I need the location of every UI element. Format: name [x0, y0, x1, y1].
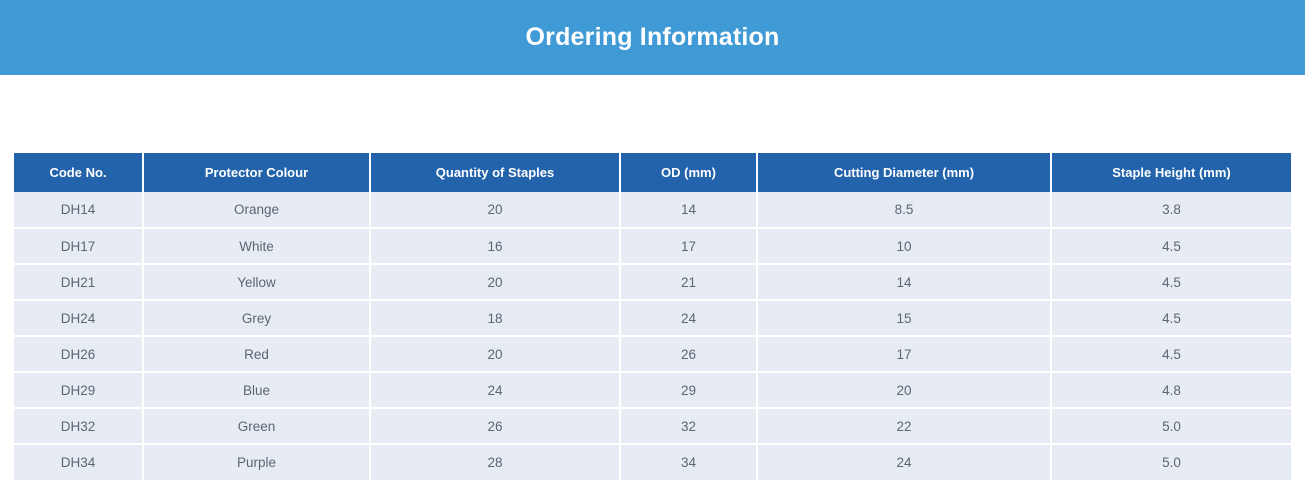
table-header-row: Code No. Protector Colour Quantity of St…	[14, 153, 1291, 192]
cell-od-mm: 17	[620, 228, 758, 265]
cell-protector-colour: Green	[143, 408, 371, 445]
cell-code-no: DH14	[14, 192, 144, 229]
cell-quantity-of-staples: 28	[370, 444, 621, 480]
column-header-protector-colour: Protector Colour	[143, 153, 371, 192]
cell-cutting-diameter-mm: 8.5	[757, 192, 1052, 229]
table-row: DH32 Green 26 32 22 5.0	[14, 408, 1291, 445]
cell-code-no: DH32	[14, 408, 144, 445]
cell-cutting-diameter-mm: 15	[757, 300, 1052, 337]
cell-code-no: DH29	[14, 372, 144, 409]
table-header: Code No. Protector Colour Quantity of St…	[14, 153, 1291, 192]
cell-protector-colour: Purple	[143, 444, 371, 480]
column-header-code-no: Code No.	[14, 153, 144, 192]
cell-staple-height-mm: 4.5	[1051, 228, 1291, 265]
cell-od-mm: 34	[620, 444, 758, 480]
table-row: DH14 Orange 20 14 8.5 3.8	[14, 192, 1291, 229]
table-row: DH34 Purple 28 34 24 5.0	[14, 444, 1291, 480]
cell-code-no: DH34	[14, 444, 144, 480]
cell-protector-colour: Yellow	[143, 264, 371, 301]
cell-protector-colour: Blue	[143, 372, 371, 409]
cell-cutting-diameter-mm: 20	[757, 372, 1052, 409]
cell-staple-height-mm: 4.5	[1051, 264, 1291, 301]
cell-quantity-of-staples: 20	[370, 192, 621, 229]
column-header-quantity-of-staples: Quantity of Staples	[370, 153, 621, 192]
cell-code-no: DH21	[14, 264, 144, 301]
cell-quantity-of-staples: 26	[370, 408, 621, 445]
cell-cutting-diameter-mm: 24	[757, 444, 1052, 480]
table-body: DH14 Orange 20 14 8.5 3.8 DH17 White 16 …	[14, 192, 1291, 480]
cell-protector-colour: Orange	[143, 192, 371, 229]
cell-staple-height-mm: 5.0	[1051, 444, 1291, 480]
cell-protector-colour: White	[143, 228, 371, 265]
cell-code-no: DH17	[14, 228, 144, 265]
cell-cutting-diameter-mm: 17	[757, 336, 1052, 373]
table-row: DH17 White 16 17 10 4.5	[14, 228, 1291, 265]
cell-quantity-of-staples: 20	[370, 264, 621, 301]
cell-od-mm: 21	[620, 264, 758, 301]
cell-quantity-of-staples: 20	[370, 336, 621, 373]
banner-table-spacer	[0, 75, 1305, 153]
table-row: DH21 Yellow 20 21 14 4.5	[14, 264, 1291, 301]
cell-od-mm: 24	[620, 300, 758, 337]
cell-od-mm: 29	[620, 372, 758, 409]
page-banner: Ordering Information	[0, 0, 1305, 75]
table-row: DH29 Blue 24 29 20 4.8	[14, 372, 1291, 409]
cell-cutting-diameter-mm: 22	[757, 408, 1052, 445]
cell-quantity-of-staples: 24	[370, 372, 621, 409]
column-header-cutting-diameter-mm: Cutting Diameter (mm)	[757, 153, 1052, 192]
cell-od-mm: 32	[620, 408, 758, 445]
cell-quantity-of-staples: 16	[370, 228, 621, 265]
cell-staple-height-mm: 4.5	[1051, 336, 1291, 373]
cell-quantity-of-staples: 18	[370, 300, 621, 337]
cell-staple-height-mm: 4.5	[1051, 300, 1291, 337]
page-title: Ordering Information	[525, 23, 780, 51]
cell-cutting-diameter-mm: 10	[757, 228, 1052, 265]
cell-staple-height-mm: 5.0	[1051, 408, 1291, 445]
cell-staple-height-mm: 3.8	[1051, 192, 1291, 229]
cell-od-mm: 14	[620, 192, 758, 229]
cell-cutting-diameter-mm: 14	[757, 264, 1052, 301]
cell-code-no: DH24	[14, 300, 144, 337]
column-header-od-mm: OD (mm)	[620, 153, 758, 192]
cell-code-no: DH26	[14, 336, 144, 373]
ordering-information-table-container: Code No. Protector Colour Quantity of St…	[14, 153, 1291, 480]
cell-staple-height-mm: 4.8	[1051, 372, 1291, 409]
table-row: DH24 Grey 18 24 15 4.5	[14, 300, 1291, 337]
cell-protector-colour: Red	[143, 336, 371, 373]
cell-protector-colour: Grey	[143, 300, 371, 337]
ordering-information-table: Code No. Protector Colour Quantity of St…	[14, 153, 1291, 480]
column-header-staple-height-mm: Staple Height (mm)	[1051, 153, 1291, 192]
cell-od-mm: 26	[620, 336, 758, 373]
table-row: DH26 Red 20 26 17 4.5	[14, 336, 1291, 373]
